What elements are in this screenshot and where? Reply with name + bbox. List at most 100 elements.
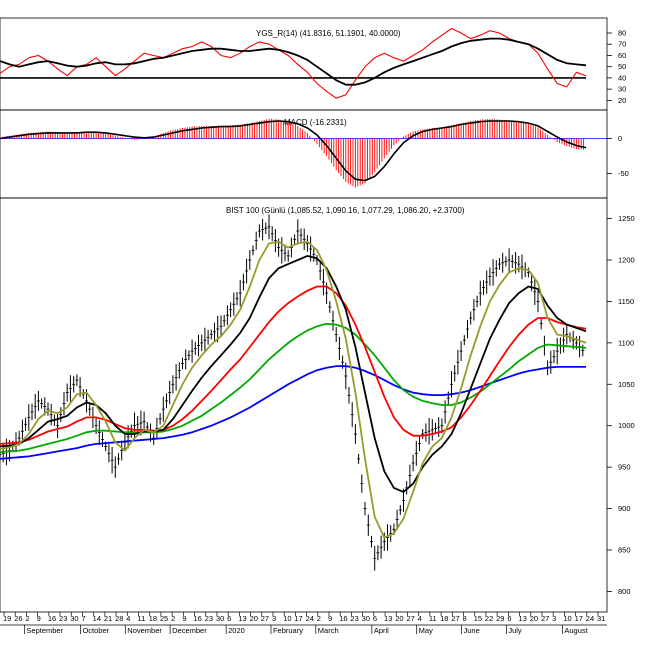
rsi-plot: 20 30 40 50 60 70 80: [0, 27, 626, 105]
x-month-label: May: [419, 626, 433, 635]
x-day-label: 9: [37, 614, 41, 623]
x-day-label: 2: [171, 614, 175, 623]
x-day-label: 4: [418, 614, 422, 623]
x-day-label: 17: [575, 614, 583, 623]
x-day-label: 23: [350, 614, 358, 623]
rsi-y-tick-label: 70: [618, 40, 626, 49]
x-day-label: 30: [216, 614, 224, 623]
x-month-label: March: [318, 626, 339, 635]
price-y-tick-label: 850: [618, 546, 631, 555]
x-day-label: 7: [81, 614, 85, 623]
x-month-label: November: [127, 626, 162, 635]
price-y-tick-label: 1050: [618, 380, 635, 389]
x-month-label: December: [172, 626, 207, 635]
x-day-label: 15: [474, 614, 482, 623]
x-day-label: 24: [306, 614, 314, 623]
x-day-label: 30: [362, 614, 370, 623]
x-day-label: 14: [93, 614, 101, 623]
x-day-label: 30: [70, 614, 78, 623]
x-axis: 19 26 2 9 16 23 30 7 14 21 28 4 11 18 25 2 9 16 23 30 6 13 20 2…: [3, 612, 605, 635]
x-day-label: 10: [283, 614, 291, 623]
x-day-label: 16: [48, 614, 56, 623]
x-month-label: April: [374, 626, 389, 635]
macd-signal-line: [0, 120, 587, 182]
macd-title: MACD (-16.2331): [284, 118, 347, 127]
price-y-tick-label: 800: [618, 587, 631, 596]
x-day-label: 13: [238, 614, 246, 623]
price-panel: [0, 197, 608, 613]
macd-plot: 0 -50: [0, 118, 629, 188]
rsi-y-tick-label: 20: [618, 96, 626, 105]
macd-y-tick-label: -50: [618, 169, 629, 178]
x-day-label: 31: [597, 614, 605, 623]
moving-average-0: [0, 240, 587, 539]
x-day-label: 8: [463, 614, 467, 623]
price-y-tick-label: 1150: [618, 297, 634, 306]
rsi-y-tick-label: 60: [618, 51, 626, 60]
x-day-label: 16: [194, 614, 202, 623]
x-day-label: 20: [395, 614, 403, 623]
moving-average-2: [0, 285, 587, 445]
rsi-series-1: [0, 37, 587, 86]
price-y-tick-label: 1200: [618, 256, 635, 265]
x-day-label: 21: [104, 614, 112, 623]
price-y-tick-label: 950: [618, 463, 631, 472]
x-day-label: 10: [563, 614, 571, 623]
rsi-title: YGS_R(14) (41.8316, 51.1901, 40.0000): [256, 29, 401, 38]
x-day-label: 27: [541, 614, 549, 623]
x-day-label: 4: [126, 614, 130, 623]
x-day-label: 13: [384, 614, 392, 623]
x-day-label: 26: [14, 614, 22, 623]
x-day-label: 24: [586, 614, 594, 623]
x-month-label: October: [82, 626, 109, 635]
moving-average-4: [0, 365, 586, 460]
x-day-label: 9: [328, 614, 332, 623]
x-month-label: July: [508, 626, 522, 635]
x-day-label: 23: [205, 614, 213, 623]
moving-average-1: [0, 254, 587, 494]
x-day-label: 27: [451, 614, 459, 623]
x-day-label: 19: [3, 614, 11, 623]
price-y-tick-label: 1250: [618, 214, 635, 223]
macd-y-tick-label: 0: [618, 134, 622, 143]
x-day-label: 3: [272, 614, 276, 623]
x-day-label: 27: [261, 614, 269, 623]
x-day-label: 16: [339, 614, 347, 623]
x-day-label: 22: [485, 614, 493, 623]
x-day-label: 17: [294, 614, 302, 623]
x-month-label: September: [26, 626, 63, 635]
x-day-label: 13: [519, 614, 527, 623]
x-day-label: 18: [440, 614, 448, 623]
x-day-label: 29: [496, 614, 504, 623]
x-day-label: 20: [250, 614, 258, 623]
price-plot: 800 850 900 950 1000 1050 1100 1150 1200 1250: [0, 214, 635, 596]
x-day-label: 11: [137, 614, 145, 623]
x-day-label: 20: [530, 614, 538, 623]
price-y-tick-label: 1100: [618, 338, 634, 347]
x-month-label: August: [564, 626, 588, 635]
rsi-y-tick-label: 40: [618, 73, 626, 82]
x-day-label: 6: [507, 614, 511, 623]
x-day-label: 3: [552, 614, 556, 623]
x-day-label: 28: [115, 614, 123, 623]
x-day-label: 6: [227, 614, 231, 623]
rsi-y-tick-label: 80: [618, 28, 626, 37]
price-y-tick-label: 1000: [618, 421, 635, 430]
rsi-series-0: [0, 27, 587, 99]
x-day-label: 18: [149, 614, 157, 623]
moving-average-3: [0, 322, 587, 454]
x-day-label: 23: [59, 614, 67, 623]
x-day-label: 2: [317, 614, 321, 623]
x-month-label: February: [273, 626, 303, 635]
x-month-label: 2020: [228, 626, 245, 635]
x-day-label: 2: [25, 614, 29, 623]
price-title: BIST 100 (Günlü (1,085.52, 1,090.16, 1,0…: [226, 206, 465, 215]
x-day-label: 25: [160, 614, 168, 623]
rsi-y-tick-label: 50: [618, 62, 626, 71]
x-day-label: 11: [429, 614, 437, 623]
x-day-label: 9: [182, 614, 186, 623]
x-day-label: 27: [406, 614, 414, 623]
x-month-label: June: [464, 626, 480, 635]
price-y-tick-label: 900: [618, 504, 631, 513]
